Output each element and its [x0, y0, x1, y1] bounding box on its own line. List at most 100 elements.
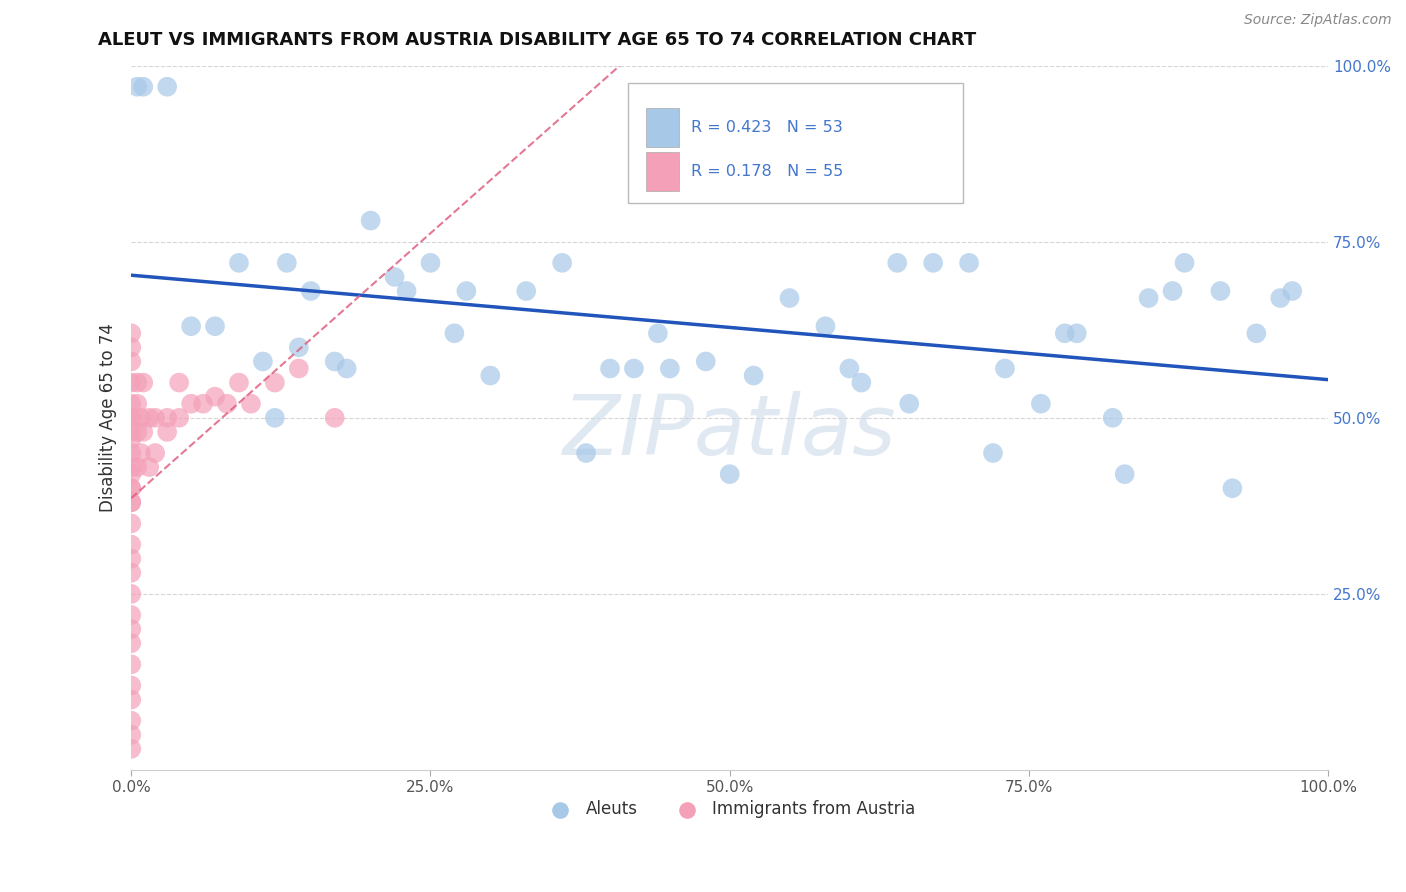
Point: [239, 397, 262, 411]
Text: R = 0.423   N = 53: R = 0.423 N = 53: [692, 120, 844, 135]
Text: Source: ZipAtlas.com: Source: ZipAtlas.com: [1244, 13, 1392, 28]
Text: R = 0.178   N = 55: R = 0.178 N = 55: [692, 164, 844, 178]
Point: [264, 376, 287, 390]
Point: [1209, 284, 1232, 298]
Point: [120, 432, 142, 446]
Point: [695, 354, 717, 368]
Point: [215, 397, 238, 411]
Point: [1222, 481, 1244, 495]
Point: [515, 284, 537, 298]
Point: [127, 397, 149, 411]
Point: [228, 256, 250, 270]
Point: [1029, 397, 1052, 411]
Point: [779, 291, 801, 305]
Point: [120, 636, 142, 650]
Point: [599, 361, 621, 376]
Point: [718, 467, 741, 482]
Point: [288, 340, 311, 354]
Point: [1161, 284, 1184, 298]
Point: [132, 425, 155, 439]
Point: [384, 269, 406, 284]
Point: [127, 425, 149, 439]
Point: [1281, 284, 1303, 298]
Point: [120, 495, 142, 509]
Point: [623, 361, 645, 376]
Point: [120, 657, 142, 672]
Point: [143, 410, 166, 425]
Point: [120, 692, 142, 706]
Point: [742, 368, 765, 383]
Bar: [645, 108, 679, 147]
Point: [120, 516, 142, 531]
Point: [120, 538, 142, 552]
Point: [1137, 291, 1160, 305]
Point: [143, 446, 166, 460]
Point: [120, 410, 142, 425]
Point: [180, 397, 202, 411]
Point: [1053, 326, 1076, 341]
Point: [129, 446, 152, 460]
Point: [120, 446, 142, 460]
Point: [228, 376, 250, 390]
Point: [299, 284, 322, 298]
Bar: [645, 152, 679, 191]
Point: [120, 607, 142, 622]
Point: [898, 397, 921, 411]
Point: [456, 284, 478, 298]
Point: [1066, 326, 1088, 341]
Point: [120, 742, 142, 756]
Point: [1173, 256, 1195, 270]
Point: [658, 361, 681, 376]
Point: [886, 256, 908, 270]
Point: [120, 622, 142, 636]
Point: [252, 354, 274, 368]
Point: [981, 446, 1004, 460]
Point: [167, 410, 190, 425]
Point: [922, 256, 945, 270]
Text: ALEUT VS IMMIGRANTS FROM AUSTRIA DISABILITY AGE 65 TO 74 CORRELATION CHART: ALEUT VS IMMIGRANTS FROM AUSTRIA DISABIL…: [98, 31, 977, 49]
Text: ZIPatlas: ZIPatlas: [562, 392, 897, 473]
Point: [360, 213, 382, 227]
Point: [264, 410, 287, 425]
Point: [120, 425, 142, 439]
Point: [647, 326, 669, 341]
Point: [120, 410, 142, 425]
Point: [156, 410, 179, 425]
Point: [419, 256, 441, 270]
Point: [120, 460, 142, 475]
Point: [1270, 291, 1292, 305]
Point: [276, 256, 298, 270]
Point: [120, 481, 142, 495]
Point: [479, 368, 502, 383]
Point: [120, 354, 142, 368]
Point: [551, 256, 574, 270]
Point: [1114, 467, 1136, 482]
Point: [1101, 410, 1123, 425]
Point: [127, 460, 149, 475]
Point: [288, 361, 311, 376]
Point: [120, 481, 142, 495]
Point: [120, 678, 142, 692]
Point: [838, 361, 860, 376]
Point: [120, 467, 142, 482]
Legend: Aleuts, Immigrants from Austria: Aleuts, Immigrants from Austria: [537, 794, 922, 825]
Point: [120, 714, 142, 728]
Point: [132, 79, 155, 94]
Point: [191, 397, 214, 411]
Point: [323, 410, 346, 425]
Point: [120, 495, 142, 509]
Point: [204, 319, 226, 334]
Point: [336, 361, 359, 376]
Point: [120, 551, 142, 566]
Point: [127, 376, 149, 390]
Point: [851, 376, 873, 390]
FancyBboxPatch shape: [628, 83, 963, 203]
Point: [156, 425, 179, 439]
Point: [167, 376, 190, 390]
Point: [129, 410, 152, 425]
Point: [1246, 326, 1268, 341]
Point: [575, 446, 598, 460]
Point: [120, 340, 142, 354]
Point: [395, 284, 418, 298]
Point: [120, 376, 142, 390]
